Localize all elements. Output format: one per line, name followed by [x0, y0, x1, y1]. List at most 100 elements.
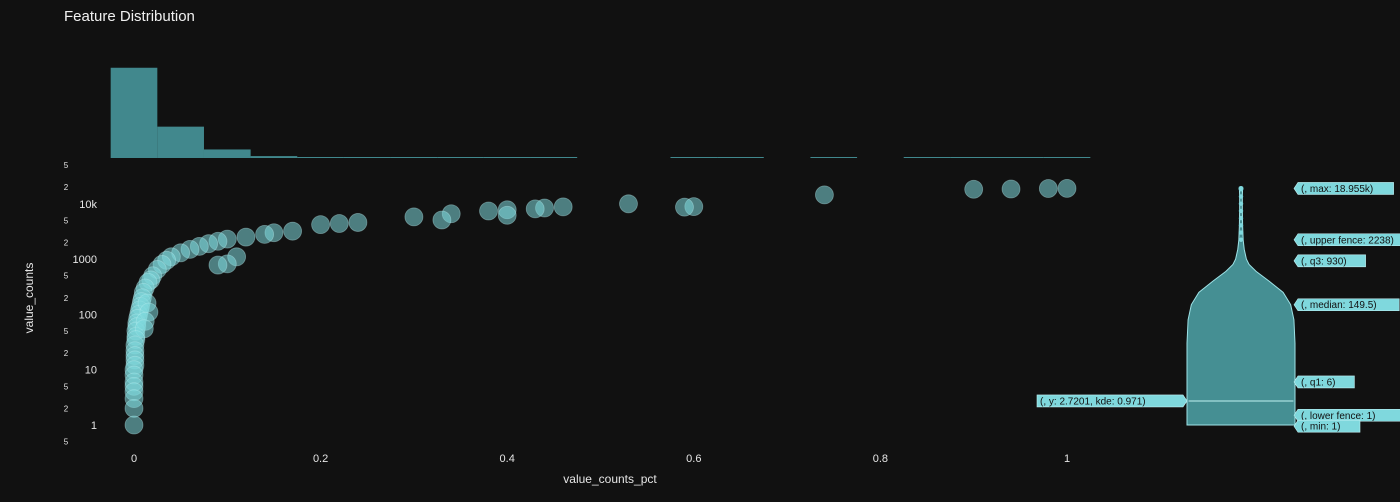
annotation-median: (, median: 149.5) [1293, 298, 1400, 312]
annotation-max: (, max: 18.955k) [1293, 182, 1394, 195]
y-minor-tick-label: 5 [64, 438, 69, 447]
scatter-point [525, 199, 545, 219]
histogram-bar [483, 157, 531, 158]
histogram-bar [250, 156, 298, 158]
violin-outlier-point [1238, 237, 1244, 242]
scatter-point [675, 197, 694, 217]
violin-outlier-point [1238, 215, 1244, 221]
annotations: (, max: 18.955k) (, upper fence: 2238) (, … [1036, 182, 1400, 433]
scatter-point [348, 213, 368, 232]
violin-outlier-point [1238, 223, 1244, 228]
violin-outlier-point [1238, 194, 1244, 199]
violin-outlier-point [1238, 201, 1244, 206]
y-minor-tick-label: 5 [64, 272, 69, 281]
scatter-point [432, 210, 452, 230]
y-minor-tick-label: 5 [64, 382, 69, 391]
y-tick-label: 10 [85, 365, 97, 377]
scatter-point [497, 205, 517, 225]
scatter-point [329, 214, 349, 233]
y-minor-tick-label: 2 [64, 404, 69, 413]
y-axis-title: value_counts [22, 263, 36, 334]
y-minor-tick-label: 2 [64, 349, 69, 358]
y-tick-label: 10k [79, 199, 97, 211]
violin-outlier-point [1238, 230, 1244, 235]
violin-plot [1186, 185, 1296, 426]
histogram-bar [530, 157, 578, 158]
scatter-point [964, 179, 984, 199]
x-tick-label: 1 [1064, 453, 1070, 465]
y-minor-tick-label: 2 [64, 183, 69, 192]
histogram-bar [437, 157, 484, 158]
scatter-point [553, 197, 573, 217]
histogram-bar [157, 126, 204, 158]
histogram-bar [950, 157, 998, 158]
chart-title: Feature Distribution [64, 8, 195, 25]
violin-max-point [1238, 185, 1244, 191]
x-tick-label: 0.4 [500, 453, 515, 465]
histogram-bar [810, 157, 858, 158]
hover-label: (, y: 2.7201, kde: 0.971) [1036, 394, 1188, 408]
scatter-plot [124, 178, 1077, 435]
histogram-bar [390, 157, 438, 158]
annotation-box [1293, 375, 1355, 389]
scatter-point [404, 207, 424, 227]
annotation-min: (, min: 1) [1293, 419, 1361, 433]
annotation-box [1293, 233, 1400, 247]
x-tick-label: 0.2 [313, 453, 328, 465]
scatter-point [283, 221, 303, 241]
histogram-bar [997, 157, 1044, 158]
annotation-q1: (, q1: 6) [1293, 375, 1355, 389]
histogram-bar [903, 157, 951, 158]
x-axis-title: value_counts_pct [563, 472, 657, 486]
axes: 0 0.2 0.4 0.6 0.8 1 1 10 100 1000 10k 5 2 5 2 5 2 5 2 5 2 5 [64, 161, 1070, 465]
scatter-point [311, 215, 331, 235]
annotation-upper-fence: (, upper fence: 2238) [1293, 233, 1400, 247]
annotation-box [1293, 254, 1366, 268]
scatter-point [1057, 178, 1077, 198]
scatter-point [619, 194, 638, 214]
scatter-point [236, 227, 256, 247]
annotation-text: (, median: 149.5) [1301, 300, 1377, 311]
annotation-text: (, max: 18.955k) [1301, 184, 1373, 195]
scatter-point [479, 201, 498, 221]
annotation-box [1036, 394, 1188, 408]
histogram-bar [343, 157, 391, 158]
histogram-bar [297, 157, 344, 158]
y-minor-tick-label: 2 [64, 238, 69, 247]
x-tick-label: 0.6 [686, 453, 701, 465]
annotation-text: (, y: 2.7201, kde: 0.971) [1040, 396, 1146, 407]
annotation-q3: (, q3: 930) [1293, 254, 1366, 268]
scatter-point [815, 185, 834, 205]
y-minor-tick-label: 5 [64, 216, 69, 225]
annotation-text: (, q3: 930) [1301, 256, 1347, 267]
scatter-point [1038, 179, 1058, 198]
histogram-bar [1043, 157, 1091, 158]
scatter-point [255, 224, 275, 244]
y-tick-label: 1000 [73, 254, 97, 266]
histogram-bar [203, 149, 251, 158]
scatter-point [124, 415, 144, 435]
violin-outlier-point [1238, 208, 1244, 214]
annotation-text: (, lower fence: 1) [1301, 411, 1375, 422]
y-minor-tick-label: 2 [64, 294, 69, 303]
marginal-histogram [110, 67, 1091, 158]
histogram-bar [110, 67, 158, 158]
annotation-box [1293, 298, 1400, 312]
y-tick-label: 100 [79, 309, 97, 321]
annotation-box [1293, 182, 1394, 195]
scatter-point [208, 255, 228, 275]
annotation-box [1293, 408, 1400, 422]
annotation-text: (, q1: 6) [1301, 377, 1335, 388]
annotation-text: (, min: 1) [1301, 422, 1340, 433]
annotation-text: (, upper fence: 2238) [1301, 235, 1394, 246]
y-minor-tick-label: 5 [64, 161, 69, 170]
x-tick-label: 0.8 [873, 453, 888, 465]
scatter-point [1001, 179, 1021, 199]
annotation-box [1293, 419, 1361, 433]
histogram-bar [717, 157, 764, 158]
x-tick-label: 0 [131, 453, 137, 465]
y-minor-tick-label: 5 [64, 327, 69, 336]
y-tick-label: 1 [91, 420, 97, 432]
